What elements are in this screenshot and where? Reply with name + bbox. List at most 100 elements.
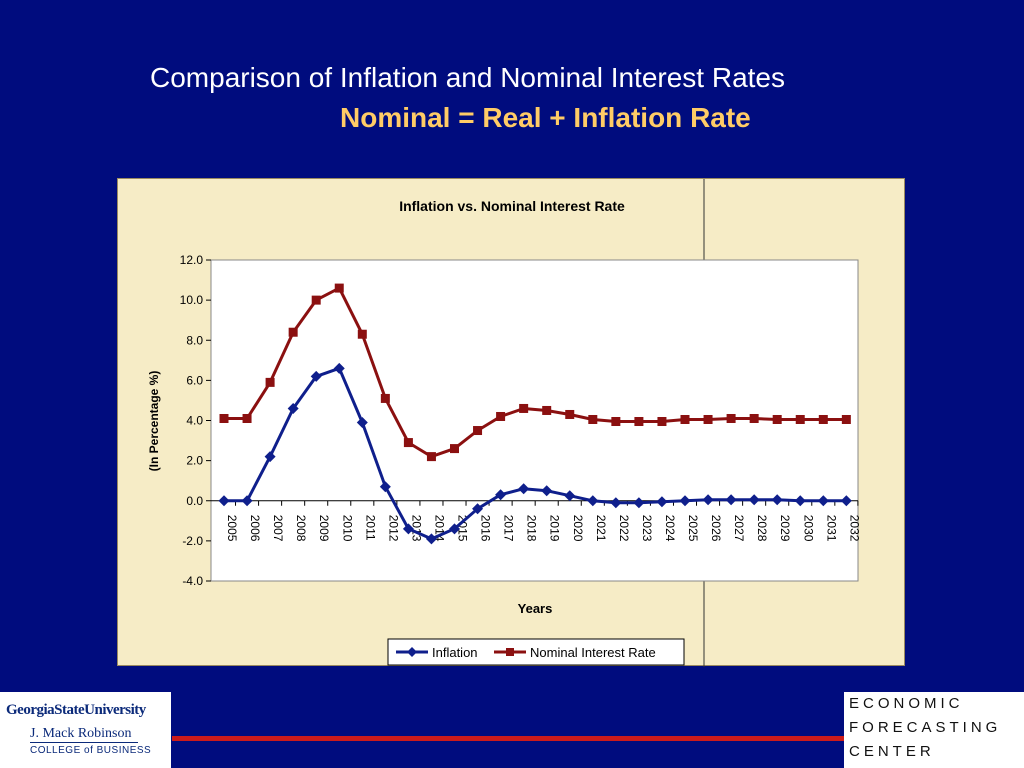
inflation-point xyxy=(495,489,507,501)
x-tick-label: 2025 xyxy=(686,515,700,542)
nominal-point xyxy=(588,414,598,424)
nominal-point xyxy=(519,403,529,413)
nominal-point xyxy=(841,414,851,424)
nominal-point xyxy=(265,377,275,387)
inflation-point xyxy=(310,370,322,382)
y-tick-label: 8.0 xyxy=(186,333,203,347)
x-tick-label: 2012 xyxy=(386,515,400,542)
inflation-point xyxy=(794,495,806,507)
y-tick-label: 4.0 xyxy=(186,414,203,428)
x-tick-label: 2018 xyxy=(525,515,539,542)
x-tick-label: 2021 xyxy=(594,515,608,542)
efc-logo-line-3: CENTER xyxy=(849,743,935,760)
x-tick-label: 2005 xyxy=(225,515,239,542)
y-tick-label: -4.0 xyxy=(182,574,203,588)
nominal-point xyxy=(403,438,413,448)
inflation-point xyxy=(379,481,391,493)
x-tick-label: 2023 xyxy=(640,515,654,542)
inflation-point xyxy=(472,503,484,515)
x-tick-label: 2006 xyxy=(248,515,262,542)
inflation-point xyxy=(840,495,852,507)
slide-subtitle: Nominal = Real + Inflation Rate xyxy=(340,102,751,133)
inflation-point xyxy=(264,451,276,463)
chart-title: Inflation vs. Nominal Interest Rate xyxy=(399,198,625,214)
gsu-logo-college: COLLEGE of BUSINESS xyxy=(30,745,152,756)
gsu-logo-school: J. Mack Robinson xyxy=(30,726,132,741)
inflation-point xyxy=(333,362,345,374)
x-tick-label: 2008 xyxy=(294,515,308,542)
slide-title: Comparison of Inflation and Nominal Inte… xyxy=(150,62,785,93)
inflation-point xyxy=(425,533,437,545)
gsu-logo-rule xyxy=(30,742,138,743)
nominal-point xyxy=(818,414,828,424)
gsu-logo: GeorgiaStateUniversity J. Mack Robinson … xyxy=(0,692,171,768)
chart-svg: Inflation vs. Nominal Interest Rate 12.0… xyxy=(147,179,861,667)
x-tick-label: 2020 xyxy=(571,515,585,542)
x-tick-label: 2017 xyxy=(502,515,516,542)
nominal-point xyxy=(334,283,344,293)
inflation-point xyxy=(241,495,253,507)
x-tick-label: 2011 xyxy=(363,515,377,541)
inflation-point xyxy=(518,483,530,495)
inflation-point xyxy=(449,523,460,535)
inflation-point xyxy=(817,495,829,507)
chart-panel: Inflation vs. Nominal Interest Rate 12.0… xyxy=(117,178,905,667)
legend-inflation-marker xyxy=(407,647,417,657)
x-tick-label: 2015 xyxy=(456,515,470,542)
nominal-point xyxy=(219,413,229,423)
efc-logo-line-2: FORECASTING xyxy=(849,719,1002,736)
inflation-point xyxy=(679,495,691,507)
y-tick-label: -2.0 xyxy=(182,534,203,548)
x-tick-label: 2027 xyxy=(732,515,746,542)
inflation-point xyxy=(587,495,599,507)
inflation-point xyxy=(356,417,368,429)
footer-rule xyxy=(172,736,844,741)
inflation-point xyxy=(656,496,668,508)
inflation-point xyxy=(748,494,760,506)
legend-box xyxy=(387,638,685,666)
series-line-inflation xyxy=(224,366,847,541)
y-tick-label: 0.0 xyxy=(186,494,203,508)
nominal-point xyxy=(772,414,782,424)
efc-logo-line-1: ECONOMIC xyxy=(849,695,964,712)
nominal-point xyxy=(795,414,805,424)
x-tick-label: 2031 xyxy=(824,515,838,542)
x-axis: 2005 2006 2007 2008 2009 2010 2011 2012 2013 2014… xyxy=(211,500,861,542)
nominal-point xyxy=(703,414,713,424)
efc-logo: ECONOMIC FORECASTING CENTER xyxy=(844,692,1024,768)
x-tick-label: 2029 xyxy=(778,515,792,542)
inflation-point xyxy=(702,494,714,506)
series-layer xyxy=(218,283,852,545)
y-axis-label: (In Percentage %) xyxy=(147,371,161,472)
x-tick-label: 2022 xyxy=(617,515,631,542)
y-tick-label: 2.0 xyxy=(186,454,203,468)
nominal-point xyxy=(426,452,436,462)
x-tick-label: 2028 xyxy=(755,515,769,542)
x-tick-label: 2010 xyxy=(340,515,354,542)
nominal-point xyxy=(311,295,321,305)
nominal-point xyxy=(496,411,506,421)
nominal-point xyxy=(611,417,621,427)
nominal-point xyxy=(634,417,644,427)
x-tick-label: 2032 xyxy=(847,515,861,542)
nominal-point xyxy=(473,426,483,436)
y-tick-label: 10.0 xyxy=(180,293,204,307)
x-tick-label: 2009 xyxy=(317,515,331,542)
legend-nominal-marker xyxy=(506,648,514,656)
inflation-point xyxy=(218,495,230,507)
y-tick-label: 6.0 xyxy=(186,373,203,387)
legend-inflation-label: Inflation xyxy=(432,645,478,660)
x-tick-label: 2019 xyxy=(548,515,562,542)
gsu-logo-name: GeorgiaStateUniversity xyxy=(6,702,146,718)
x-tick-label: 2030 xyxy=(801,515,815,542)
inflation-point xyxy=(771,494,783,506)
inflation-point xyxy=(564,490,576,502)
nominal-point xyxy=(749,413,759,423)
y-tick-label: 12.0 xyxy=(180,253,204,267)
nominal-point xyxy=(288,327,298,337)
nominal-point xyxy=(357,329,367,339)
nominal-point xyxy=(680,414,690,424)
x-axis-label: Years xyxy=(518,601,553,616)
nominal-point xyxy=(380,393,390,403)
nominal-point xyxy=(542,405,552,415)
